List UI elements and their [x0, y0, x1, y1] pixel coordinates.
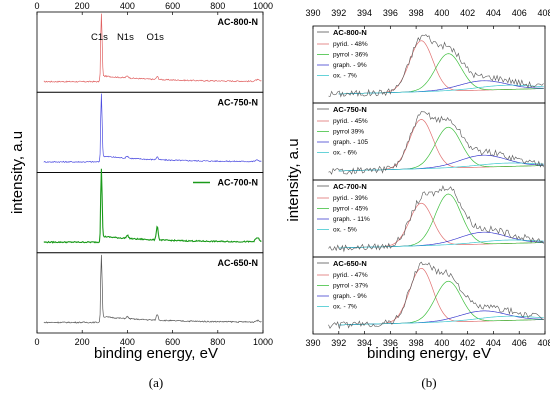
legend-entry: pyrid. - 48%	[333, 41, 368, 48]
x-tick-label-top: 200	[75, 1, 90, 11]
survey-subplot: AC-650-N	[36, 252, 264, 334]
legend-entry: ox. - 7%	[333, 304, 357, 311]
subplot-title: AC-800-N	[333, 28, 367, 37]
subplot-title: AC-700-N	[333, 182, 367, 191]
fit-component-ox	[338, 162, 544, 172]
legend-entry: pyrid. - 39%	[333, 195, 368, 202]
fit-component-pyrid	[338, 40, 544, 95]
fit-component-ox	[338, 84, 544, 95]
x-tick-label-top: 394	[357, 8, 372, 18]
legend-entry: graph. - 11%	[333, 216, 370, 223]
x-axis-label: binding energy, eV	[94, 345, 218, 362]
survey-series-line	[43, 93, 262, 164]
x-tick-label-top: 402	[460, 8, 475, 18]
y-axis-label: intensity, a.u	[9, 131, 26, 214]
subplot-frame	[312, 256, 546, 335]
n1s-subplot: AC-700-N pyrid. - 39% pyrrol - 45% graph. -…	[312, 179, 546, 258]
raw-data-line	[328, 185, 544, 253]
panel-label: (b)	[421, 375, 436, 390]
x-axis-label: binding energy, eV	[367, 345, 491, 362]
x-tick-label: 600	[165, 337, 180, 347]
x-tick-label: 400	[434, 338, 449, 348]
fit-component-ox	[338, 315, 544, 326]
x-tick-label: 402	[460, 338, 475, 348]
survey-series-line	[43, 168, 262, 244]
x-tick-label: 404	[486, 338, 501, 348]
x-tick-label: 396	[383, 338, 398, 348]
peak-label: C1s	[91, 32, 108, 43]
fit-component-pyrrol	[338, 126, 544, 172]
x-tick-label-top: 392	[331, 8, 346, 18]
legend-entry: ox. - 6%	[333, 150, 357, 157]
subplot-frame	[36, 252, 264, 334]
legend-entry: pyrrol - 37%	[333, 283, 368, 290]
x-tick-label: 1000	[253, 337, 273, 347]
survey-subplot: AC-800-N	[36, 11, 264, 93]
raw-data-line	[328, 111, 544, 175]
legend-entry: graph. - 105	[333, 139, 368, 146]
x-tick-label-top: 400	[434, 8, 449, 18]
subplot-title: AC-700-N	[217, 178, 258, 188]
survey-subplot: AC-700-N	[36, 168, 264, 254]
legend-entry: ox. - 7%	[333, 73, 357, 80]
n1s-subplot: AC-650-N pyrid. - 47% pyrrol - 37% graph. -…	[312, 256, 546, 335]
survey-subplot: AC-750-N	[36, 91, 264, 173]
legend-entry: pyrrol - 45%	[333, 206, 368, 213]
legend-entry: graph. - 9%	[333, 293, 367, 300]
x-tick-label-top: 0	[34, 1, 39, 11]
x-tick-label-top: 406	[512, 8, 527, 18]
survey-series-line	[43, 13, 262, 83]
x-tick-label: 392	[331, 338, 346, 348]
subplot-title: AC-800-N	[217, 17, 258, 27]
legend-entry: graph. - 9%	[333, 62, 367, 69]
x-tick-label: 400	[120, 337, 135, 347]
x-tick-label: 0	[34, 337, 39, 347]
panel-label: (a)	[149, 375, 163, 390]
x-tick-label: 408	[537, 338, 550, 348]
x-tick-label-top: 1000	[253, 1, 273, 11]
x-tick-label: 200	[75, 337, 90, 347]
x-tick-label-top: 404	[486, 8, 501, 18]
subplot-title: AC-650-N	[333, 259, 367, 268]
fit-component-pyrid	[338, 202, 544, 249]
legend-entry: pyrrol - 36%	[333, 52, 368, 59]
subplot-title: AC-750-N	[333, 105, 367, 114]
x-tick-label-top: 390	[305, 8, 320, 18]
x-tick-label: 398	[409, 338, 424, 348]
subplot-title: AC-650-N	[217, 258, 258, 268]
fit-component-pyrrol	[338, 280, 544, 326]
x-tick-label-top: 400	[120, 1, 135, 11]
x-tick-label: 390	[305, 338, 320, 348]
x-tick-label: 394	[357, 338, 372, 348]
peak-label: O1s	[147, 32, 165, 43]
peak-label: N1s	[117, 32, 134, 43]
x-tick-label-top: 800	[210, 1, 225, 11]
x-tick-label-top: 600	[165, 1, 180, 11]
raw-data-line	[328, 34, 544, 98]
x-tick-label-top: 408	[537, 8, 550, 18]
legend-entry: pyrid. - 45%	[333, 118, 368, 125]
x-tick-label: 406	[512, 338, 527, 348]
legend-entry: ox. - 5%	[333, 227, 357, 234]
x-tick-label-top: 396	[383, 8, 398, 18]
subplot-title: AC-750-N	[217, 97, 258, 107]
legend-entry: pyrrol 39%	[333, 129, 364, 136]
x-tick-label-top: 398	[409, 8, 424, 18]
y-axis-label: intensity, a.u	[285, 138, 302, 221]
fit-component-graph	[338, 80, 544, 95]
survey-series-line	[43, 254, 262, 324]
n1s-subplot: AC-750-N pyrid. - 45% pyrrol 39% graph. - 1…	[312, 102, 546, 181]
fit-component-pyrrol	[338, 53, 544, 95]
raw-data-line	[328, 261, 544, 330]
panel-b-chart: AC-800-N pyrid. - 48% pyrrol - 36% graph. -…	[285, 8, 550, 390]
panel-a-chart: AC-800-N AC-750-N AC-700-N AC-650-N C1s N1s O1…	[9, 1, 273, 390]
legend-entry: pyrid. - 47%	[333, 272, 368, 279]
n1s-subplot: AC-800-N pyrid. - 48% pyrrol - 36% graph. -…	[312, 25, 546, 104]
x-tick-label: 800	[210, 337, 225, 347]
